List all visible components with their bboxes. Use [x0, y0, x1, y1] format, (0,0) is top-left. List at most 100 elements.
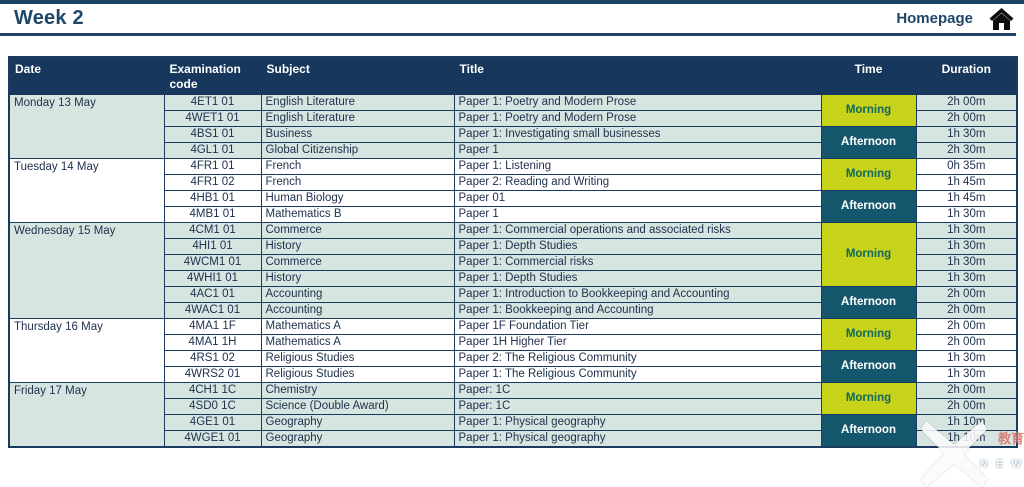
home-icon[interactable]: [989, 7, 1014, 30]
subject-cell: Geography: [260, 414, 455, 431]
exam-title-cell: Paper 1: Depth Studies: [453, 238, 822, 255]
subject-cell: History: [260, 238, 455, 255]
subject-cell: English Literature: [260, 94, 455, 111]
subject-cell: Commerce: [260, 254, 455, 271]
exam-code-cell: 4WGE1 01: [163, 430, 262, 448]
col-header-subject: Subject: [260, 56, 455, 95]
subject-cell: Religious Studies: [260, 366, 455, 383]
exam-code-cell: 4SD0 1C: [163, 398, 262, 415]
duration-cell: 2h 00m: [915, 382, 1018, 399]
exam-code-cell: 4RS1 02: [163, 350, 262, 367]
subject-cell: Chemistry: [260, 382, 455, 399]
duration-cell: 0h 35m: [915, 158, 1018, 175]
duration-cell: 1h 10m: [915, 430, 1018, 448]
subject-cell: Geography: [260, 430, 455, 448]
time-cell-afternoon: Afternoon: [820, 190, 917, 223]
exam-row: 4WHI1 01 History Paper 1: Depth Studies 1h …: [9, 270, 1018, 287]
duration-cell: 1h 30m: [915, 206, 1018, 223]
exam-row: 4WCM1 01 Commerce Paper 1: Commercial risk…: [9, 254, 1018, 271]
exam-title-cell: Paper 1: Poetry and Modern Prose: [453, 110, 822, 127]
subject-cell: Accounting: [260, 302, 455, 319]
duration-cell: 1h 30m: [915, 366, 1018, 383]
col-header-time: Time: [820, 56, 917, 95]
exam-code-cell: 4FR1 02: [163, 174, 262, 191]
time-cell-afternoon: Afternoon: [820, 126, 917, 159]
subject-cell: Global Citizenship: [260, 142, 455, 159]
subject-cell: French: [260, 158, 455, 175]
duration-cell: 1h 10m: [915, 414, 1018, 431]
exam-title-cell: Paper 1: Depth Studies: [453, 270, 822, 287]
exam-row: 4MA1 1H Mathematics A Paper 1H Higher Tier…: [9, 334, 1018, 351]
duration-cell: 1h 30m: [915, 270, 1018, 287]
exam-code-cell: 4WRS2 01: [163, 366, 262, 383]
duration-cell: 2h 00m: [915, 302, 1018, 319]
exam-code-cell: 4MA1 1H: [163, 334, 262, 351]
exam-row: 4MB1 01 Mathematics B Paper 1 1h 30m: [9, 206, 1018, 223]
duration-cell: 1h 30m: [915, 350, 1018, 367]
duration-cell: 2h 30m: [915, 142, 1018, 159]
exam-title-cell: Paper 1: Commercial operations and assoc…: [453, 222, 822, 239]
exam-title-cell: Paper 1H Higher Tier: [453, 334, 822, 351]
col-header-title: Title: [453, 56, 822, 95]
exam-row: 4WET1 01 English Literature Paper 1: Poetr…: [9, 110, 1018, 127]
duration-cell: 2h 00m: [915, 110, 1018, 127]
top-rule: [0, 0, 1024, 4]
exam-row: 4WRS2 01 Religious Studies Paper 1: The Re…: [9, 366, 1018, 383]
time-cell-morning: Morning: [820, 382, 917, 415]
time-cell-morning: Morning: [820, 222, 917, 287]
date-cell: Friday 17 May: [8, 382, 165, 448]
exam-title-cell: Paper: 1C: [453, 398, 822, 415]
subject-cell: Accounting: [260, 286, 455, 303]
exam-title-cell: Paper 1: Poetry and Modern Prose: [453, 94, 822, 111]
exam-code-cell: 4GE1 01: [163, 414, 262, 431]
duration-cell: 1h 30m: [915, 238, 1018, 255]
exam-code-cell: 4CM1 01: [163, 222, 262, 239]
subject-cell: Human Biology: [260, 190, 455, 207]
duration-cell: 2h 00m: [915, 286, 1018, 303]
exam-title-cell: Paper 1: [453, 206, 822, 223]
date-cell: Tuesday 14 May: [8, 158, 165, 223]
subject-cell: Religious Studies: [260, 350, 455, 367]
exam-title-cell: Paper 1: Physical geography: [453, 414, 822, 431]
exam-row: 4FR1 02 French Paper 2: Reading and Writin…: [9, 174, 1018, 191]
exam-row: 4GL1 01 Global Citizenship Paper 1 2h 30m: [9, 142, 1018, 159]
exam-title-cell: Paper 1: [453, 142, 822, 159]
subject-cell: Commerce: [260, 222, 455, 239]
subject-cell: History: [260, 270, 455, 287]
exam-code-cell: 4WAC1 01: [163, 302, 262, 319]
page-title: Week 2: [14, 7, 84, 29]
exam-title-cell: Paper 1: Commercial risks: [453, 254, 822, 271]
duration-cell: 1h 30m: [915, 222, 1018, 239]
subject-cell: French: [260, 174, 455, 191]
exam-code-cell: 4MA1 1F: [163, 318, 262, 335]
col-header-code: Examination code: [163, 56, 262, 95]
header-divider: [0, 33, 1016, 36]
time-cell-morning: Morning: [820, 94, 917, 127]
exam-title-cell: Paper 1: Physical geography: [453, 430, 822, 448]
exam-code-cell: 4GL1 01: [163, 142, 262, 159]
exam-code-cell: 4HI1 01: [163, 238, 262, 255]
exam-title-cell: Paper 1: Bookkeeping and Accounting: [453, 302, 822, 319]
exam-title-cell: Paper 2: The Religious Community: [453, 350, 822, 367]
duration-cell: 1h 30m: [915, 126, 1018, 143]
time-cell-afternoon: Afternoon: [820, 286, 917, 319]
subject-cell: English Literature: [260, 110, 455, 127]
exam-row: 4SD0 1C Science (Double Award) Paper: 1C 2h…: [9, 398, 1018, 415]
exam-title-cell: Paper 1: The Religious Community: [453, 366, 822, 383]
homepage-link[interactable]: Homepage: [896, 10, 973, 27]
exam-code-cell: 4WET1 01: [163, 110, 262, 127]
exam-code-cell: 4FR1 01: [163, 158, 262, 175]
time-cell-morning: Morning: [820, 158, 917, 191]
header-nav: Homepage: [896, 7, 1014, 30]
exam-code-cell: 4BS1 01: [163, 126, 262, 143]
duration-cell: 1h 45m: [915, 174, 1018, 191]
time-cell-morning: Morning: [820, 318, 917, 351]
exam-row: Monday 13 May 4ET1 01 English Literature Pa…: [8, 94, 1018, 159]
exam-row: Thursday 16 May 4MA1 1F Mathematics A Paper…: [8, 318, 1018, 383]
exam-title-cell: Paper 1: Investigating small businesses: [453, 126, 822, 143]
exam-title-cell: Paper 1F Foundation Tier: [453, 318, 822, 335]
exam-row: Friday 17 May 4CH1 1C Chemistry Paper: 1C Mo…: [8, 382, 1018, 448]
subject-cell: Science (Double Award): [260, 398, 455, 415]
timetable-body: Monday 13 May 4ET1 01 English Literature Pa…: [8, 94, 1018, 448]
page-header: Week 2 Homepage: [0, 4, 1024, 33]
